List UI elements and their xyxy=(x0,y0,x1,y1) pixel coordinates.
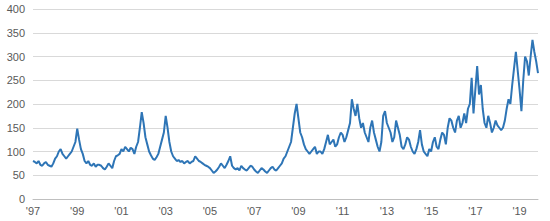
svg-text:'07: '07 xyxy=(247,205,261,217)
svg-text:0: 0 xyxy=(19,193,25,205)
svg-text:250: 250 xyxy=(7,74,25,86)
svg-text:400: 400 xyxy=(7,3,25,15)
svg-text:350: 350 xyxy=(7,27,25,39)
svg-text:'19: '19 xyxy=(512,205,526,217)
svg-text:'97: '97 xyxy=(26,205,40,217)
svg-text:300: 300 xyxy=(7,51,25,63)
svg-text:150: 150 xyxy=(7,122,25,134)
svg-text:200: 200 xyxy=(7,98,25,110)
svg-text:'01: '01 xyxy=(114,205,128,217)
svg-text:'13: '13 xyxy=(380,205,394,217)
svg-text:'15: '15 xyxy=(424,205,438,217)
svg-text:'05: '05 xyxy=(203,205,217,217)
svg-text:50: 50 xyxy=(13,169,25,181)
svg-text:'99: '99 xyxy=(70,205,84,217)
svg-text:'11: '11 xyxy=(336,205,350,217)
svg-text:'17: '17 xyxy=(468,205,482,217)
svg-text:'03: '03 xyxy=(159,205,173,217)
svg-text:'09: '09 xyxy=(291,205,305,217)
svg-text:100: 100 xyxy=(7,146,25,158)
